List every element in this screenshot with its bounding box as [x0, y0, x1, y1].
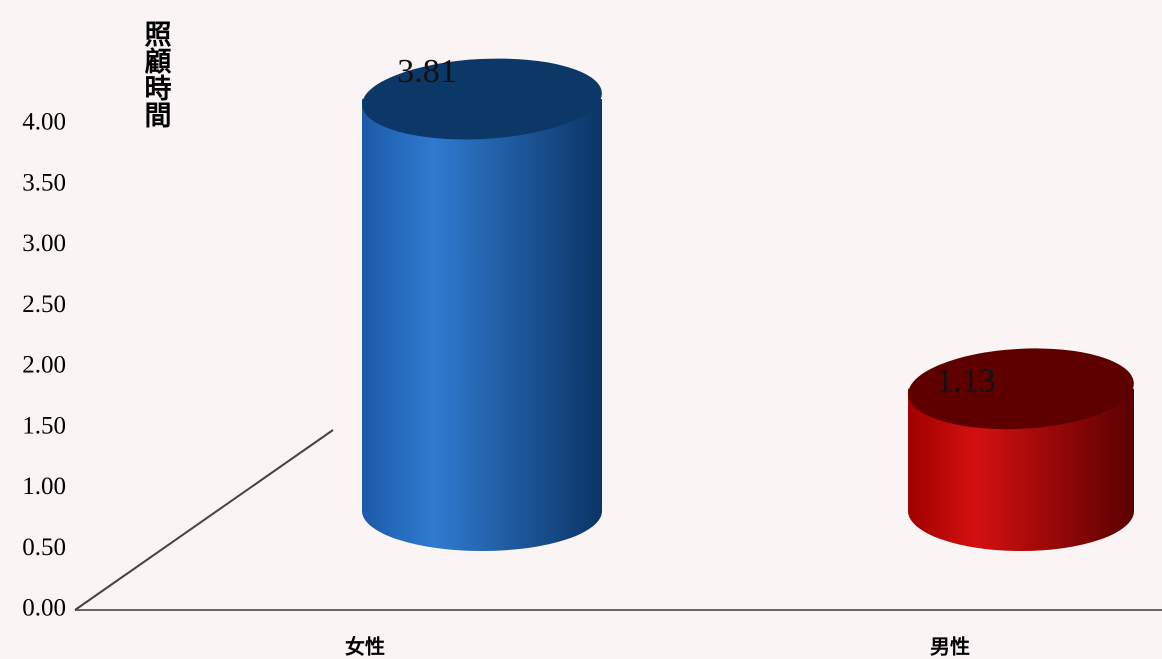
y-tick-label: 3.50 [22, 169, 66, 196]
y-tick-label: 0.50 [22, 534, 66, 561]
value-label: 1.13 [936, 363, 996, 400]
value-label: 3.81 [397, 53, 457, 90]
y-tick-label: 1.50 [22, 412, 66, 439]
y-tick-label: 2.00 [22, 352, 66, 379]
y-tick-label: 1.00 [22, 473, 66, 500]
cylinder-top [908, 348, 1134, 430]
cylinder [908, 348, 1134, 551]
cylinder-body [362, 99, 602, 552]
x-tick-label: 女性 [345, 635, 385, 659]
y-tick-label: 2.50 [22, 291, 66, 318]
y-axis-title: 照顧時間 [140, 20, 172, 128]
cylinder-top [362, 58, 602, 140]
y-tick-label: 0.00 [22, 595, 66, 622]
y-tick-label: 3.00 [22, 230, 66, 257]
y-tick-label: 4.00 [22, 109, 66, 136]
floor-depth-line [74, 429, 334, 611]
cylinder-body [908, 388, 1134, 551]
x-tick-label: 男性 [930, 635, 970, 659]
cylinder [362, 58, 602, 552]
